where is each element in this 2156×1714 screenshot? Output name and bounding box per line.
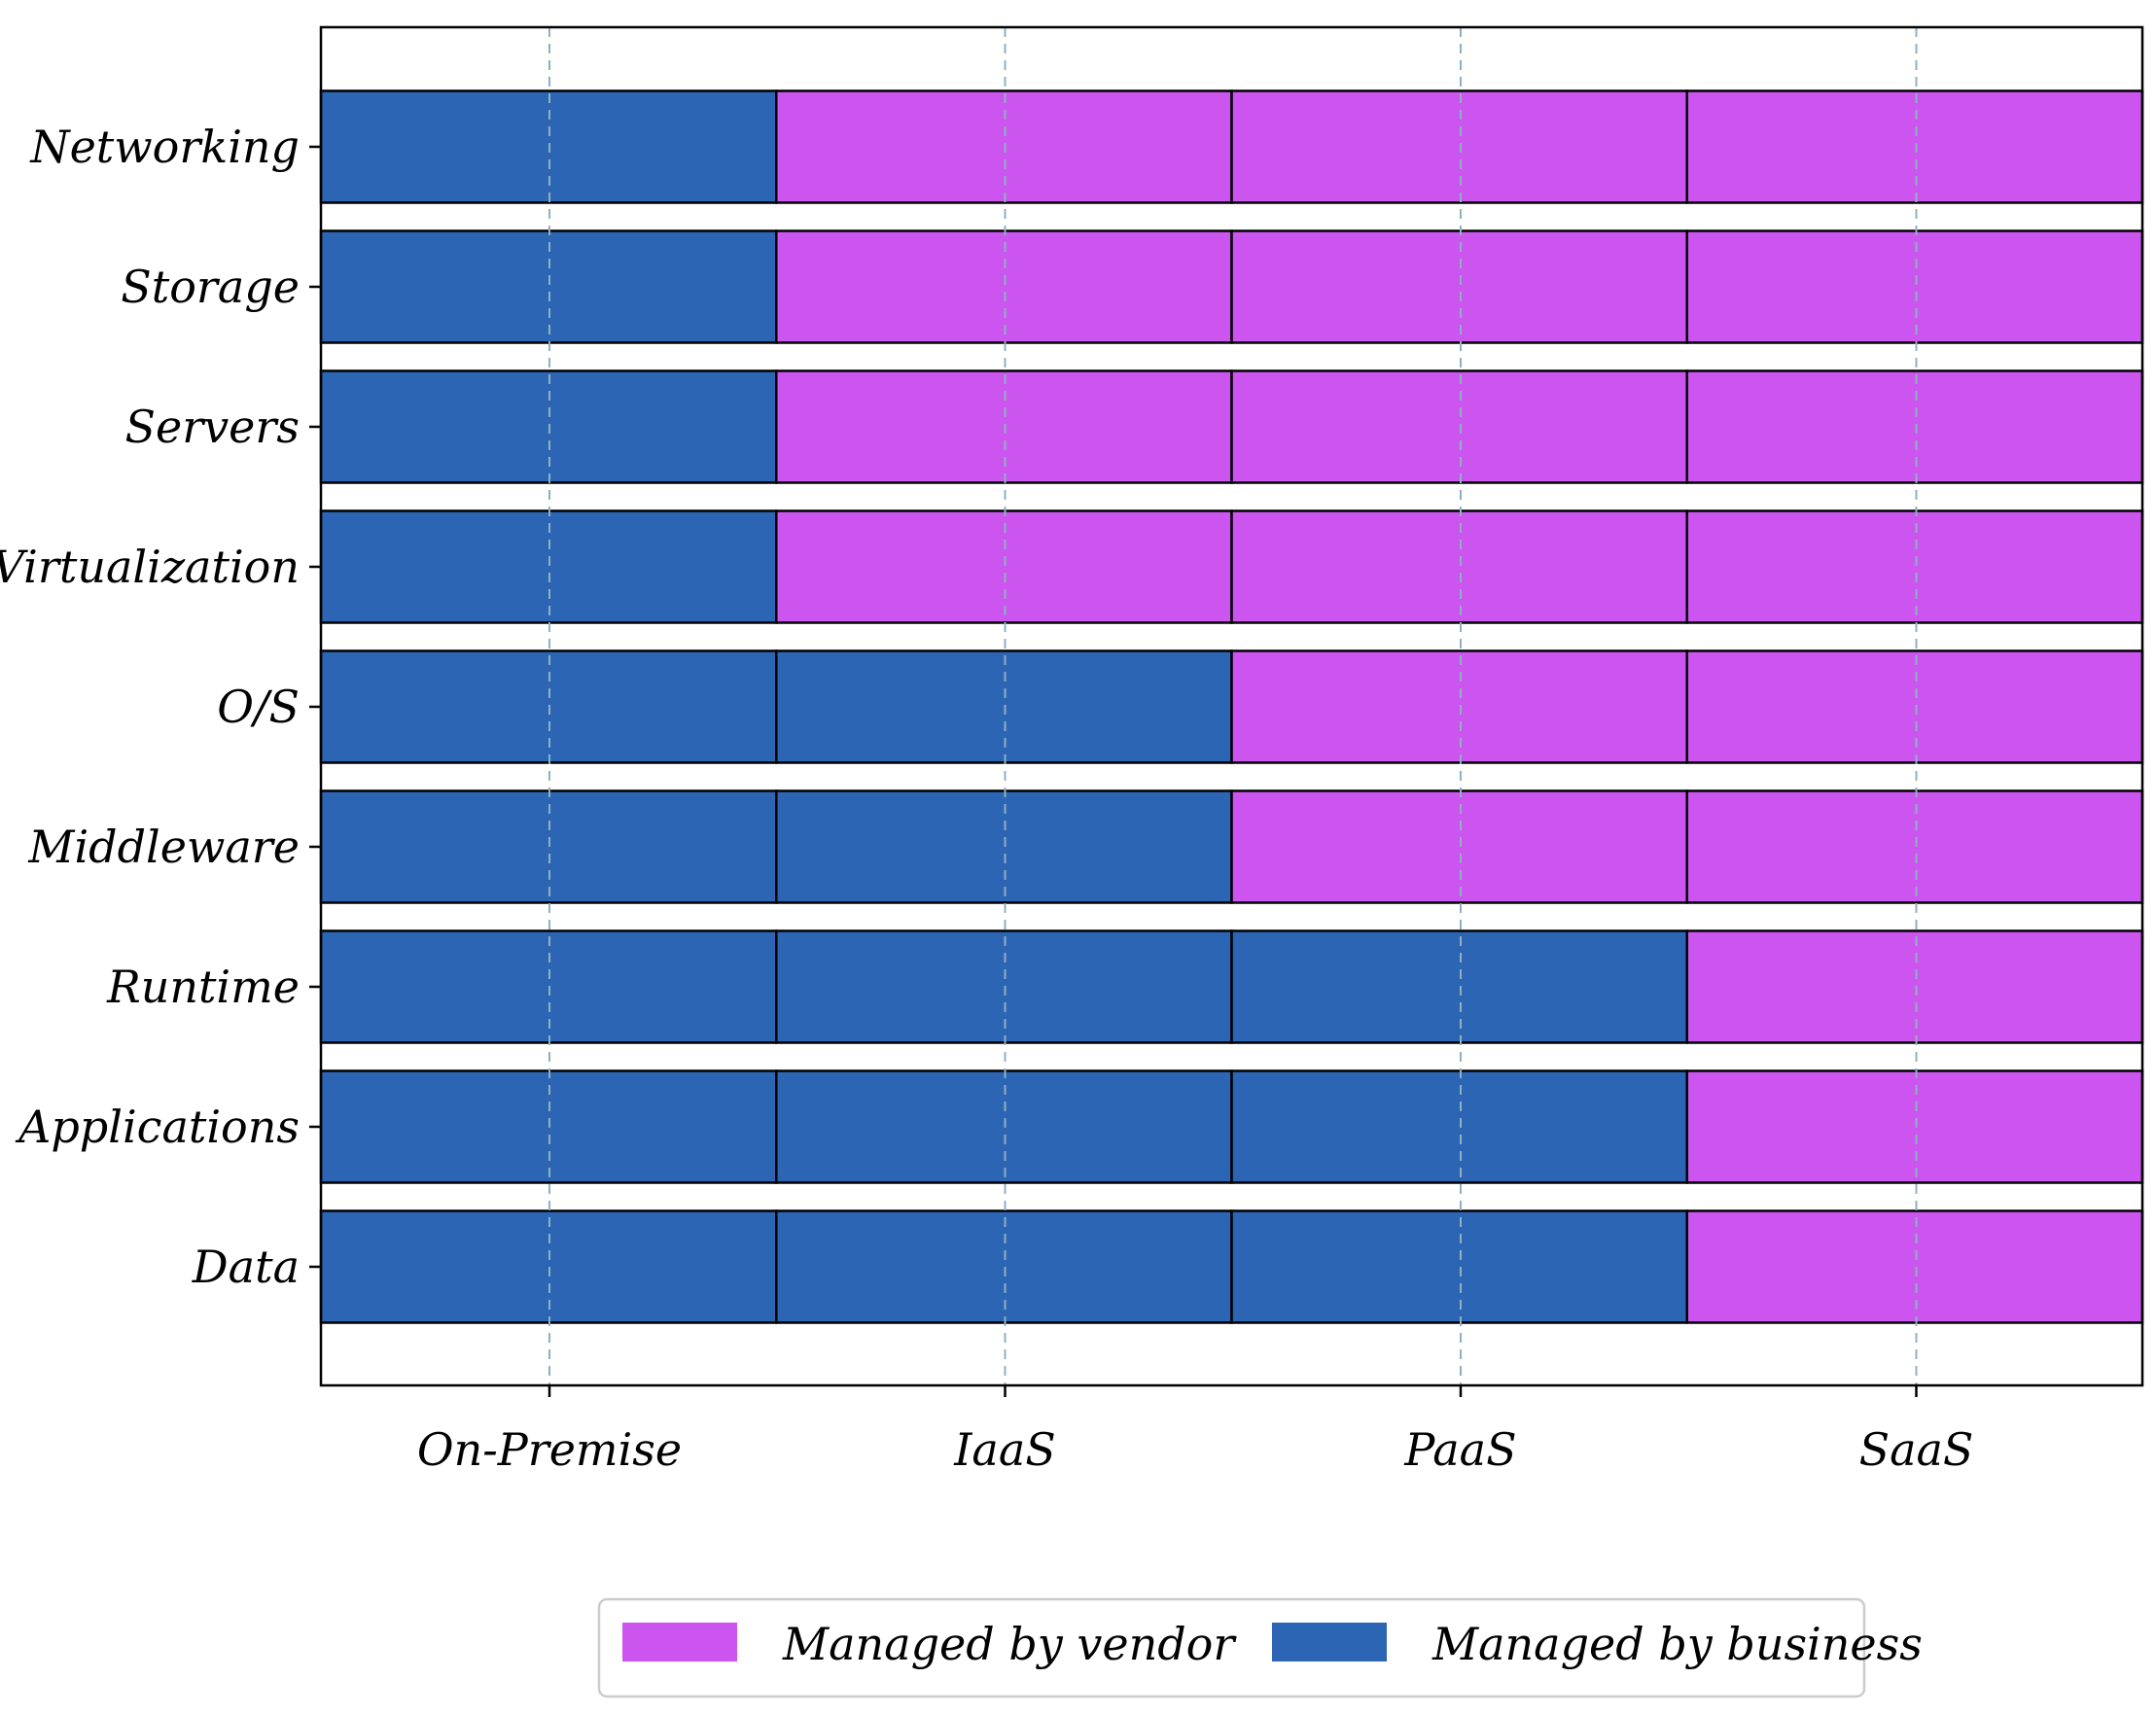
cell-runtime-saas [1685,929,2144,1044]
cell-storage-iaas [775,229,1233,344]
cell-applications-saas [1685,1069,2144,1184]
cell-servers-iaas [775,369,1233,484]
legend-label-business: Managed by business [1431,1618,1923,1670]
cell-middleware-saas [1685,789,2144,904]
cell-o-s-saas [1685,649,2144,764]
y-tick-label-storage: Storage [121,261,300,313]
cell-networking-saas [1685,89,2144,204]
cell-data-saas [1685,1209,2144,1324]
cell-o-s-paas [1230,649,1688,764]
cell-layer [319,89,2144,1324]
x-tick-label-paas: PaaS [1403,1423,1516,1476]
cell-virtualization-paas [1230,509,1688,624]
x-tick-label-on-premise: On-Premise [417,1423,682,1476]
axis-layer: Networking Storage Servers Virtualization O/… [0,121,1973,1476]
cell-middleware-paas [1230,789,1688,904]
y-tick-label-servers: Servers [124,401,300,453]
cell-virtualization-saas [1685,509,2144,624]
legend: Managed by vendor Managed by business [597,1597,1923,1698]
legend-swatch-vendor [622,1623,737,1662]
cell-o-s-iaas [775,649,1233,764]
y-tick-label-o-s: O/S [217,681,300,733]
grid-layer [548,27,1918,1385]
x-tick-label-iaas: IaaS [953,1423,1056,1476]
cell-networking-iaas [775,89,1233,204]
cell-servers-paas [1230,369,1688,484]
cell-virtualization-iaas [775,509,1233,624]
cell-runtime-iaas [775,929,1233,1044]
legend-label-vendor: Managed by vendor [782,1618,1237,1670]
y-tick-label-virtualization: Virtualization [0,541,300,593]
legend-swatch-business [1272,1623,1387,1662]
y-tick-label-networking: Networking [29,121,300,173]
cell-data-paas [1230,1209,1688,1324]
y-tick-label-applications: Applications [15,1101,300,1153]
y-tick-label-runtime: Runtime [106,961,300,1013]
cell-runtime-paas [1230,929,1688,1044]
cell-storage-paas [1230,229,1688,344]
y-tick-label-middleware: Middleware [27,821,300,873]
cell-networking-paas [1230,89,1688,204]
cell-servers-saas [1685,369,2144,484]
cell-applications-iaas [775,1069,1233,1184]
x-tick-label-saas: SaaS [1859,1423,1974,1476]
cell-data-iaas [775,1209,1233,1324]
cell-applications-paas [1230,1069,1688,1184]
cell-middleware-iaas [775,789,1233,904]
cell-storage-saas [1685,229,2144,344]
y-tick-label-data: Data [192,1241,300,1293]
legend-box [597,1597,1866,1698]
